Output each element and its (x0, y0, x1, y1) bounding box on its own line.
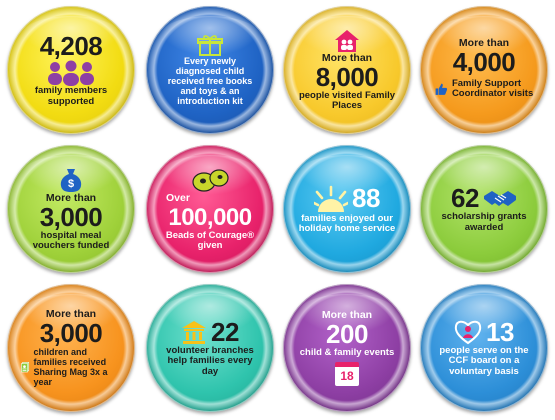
stat-number: 4,208 (39, 31, 103, 61)
stat-badge-newly-diagnosed: Every newly diagnosed child received fre… (146, 6, 274, 134)
stat-badge-events: More than 200 child & family events 18 (283, 284, 411, 412)
stat-description: child & family events (299, 347, 395, 359)
stat-number: 100,000 (168, 203, 252, 231)
gift-box-icon (197, 35, 223, 56)
stat-headline-row: 13 (454, 316, 514, 347)
calendar-day: 18 (340, 368, 354, 383)
stat-detail-row: children and families received Sharing M… (21, 347, 121, 387)
stat-number: 13 (486, 316, 514, 347)
stat-description: volunteer branches help families every d… (166, 344, 254, 377)
stat-description: Beads of Courage® given (165, 229, 255, 251)
stat-badge-meal-vouchers: $ More than 3,000 hospital meal vouchers… (7, 145, 135, 273)
house-family-icon (335, 29, 359, 52)
stat-badge-scholarship: 62 scholarship grants awarded (420, 145, 548, 273)
stat-badge-ccf-board: 13 people serve on the CCF board on a vo… (420, 284, 548, 412)
magazine-icon (21, 362, 30, 373)
stat-description: Every newly diagnosed child received fre… (167, 56, 253, 106)
stat-number: 62 (451, 183, 479, 213)
stat-prefix: Over (166, 191, 190, 204)
stat-number: 3,000 (39, 201, 103, 232)
stat-prefix: More than (321, 309, 373, 322)
stat-description: people serve on the CCF board on a volun… (439, 344, 529, 377)
stat-description: Family Support Coordinator visits (451, 77, 534, 99)
stat-number: 200 (326, 319, 368, 350)
people-group-icon (48, 60, 94, 86)
stat-badge-family-members: 4,208 family members supported (7, 6, 135, 134)
stat-description: family members supported (34, 85, 108, 107)
stat-headline-row: 62 (451, 185, 517, 212)
building-icon (182, 321, 207, 345)
svg-text:$: $ (68, 178, 74, 190)
stat-description: hospital meal vouchers funded (32, 229, 110, 251)
stat-number: 8,000 (315, 61, 379, 92)
heart-person-icon (454, 321, 482, 345)
calendar-icon: 18 (335, 361, 359, 386)
stat-prefix: More than (45, 308, 97, 320)
stat-number: 22 (211, 316, 239, 347)
stat-prefix: More than (458, 37, 510, 49)
stat-number: 88 (352, 183, 380, 213)
stat-detail-row: Family Support Coordinator visits (434, 76, 534, 102)
stat-headline-row: 88 (314, 184, 380, 214)
beads-icon (192, 168, 229, 192)
stat-headline-row: 22 (181, 316, 239, 347)
handshake-icon (483, 190, 516, 206)
money-bag-icon: $ (60, 168, 82, 192)
stat-prefix: More than (321, 51, 373, 64)
stat-number: 3,000 (39, 318, 103, 348)
stat-badge-family-places: More than 8,000 people visited Family Pl… (283, 6, 411, 134)
stat-badge-beads-of-courage: Over 100,000 Beads of Courage® given (146, 145, 274, 273)
stat-description: people visited Family Places (298, 89, 396, 111)
stat-badge-sharing-mag: More than 3,000 children and families re… (7, 284, 135, 412)
thumbs-up-icon (435, 83, 448, 95)
stat-prefix: More than (45, 191, 97, 204)
stat-description: scholarship grants awarded (441, 211, 527, 233)
stat-badge-holiday-home: 88 families enjoyed our holiday home ser… (283, 145, 411, 273)
stat-description: children and families received Sharing M… (33, 347, 108, 387)
stat-badge-coordinator-visits: More than 4,000 Family Support Coordinat… (420, 6, 548, 134)
stat-number: 4,000 (452, 47, 516, 77)
sun-icon (314, 185, 349, 212)
stat-description: families enjoyed our holiday home servic… (298, 212, 396, 234)
stat-badge-volunteer-branches: 22 volunteer branches help families ever… (146, 284, 274, 412)
